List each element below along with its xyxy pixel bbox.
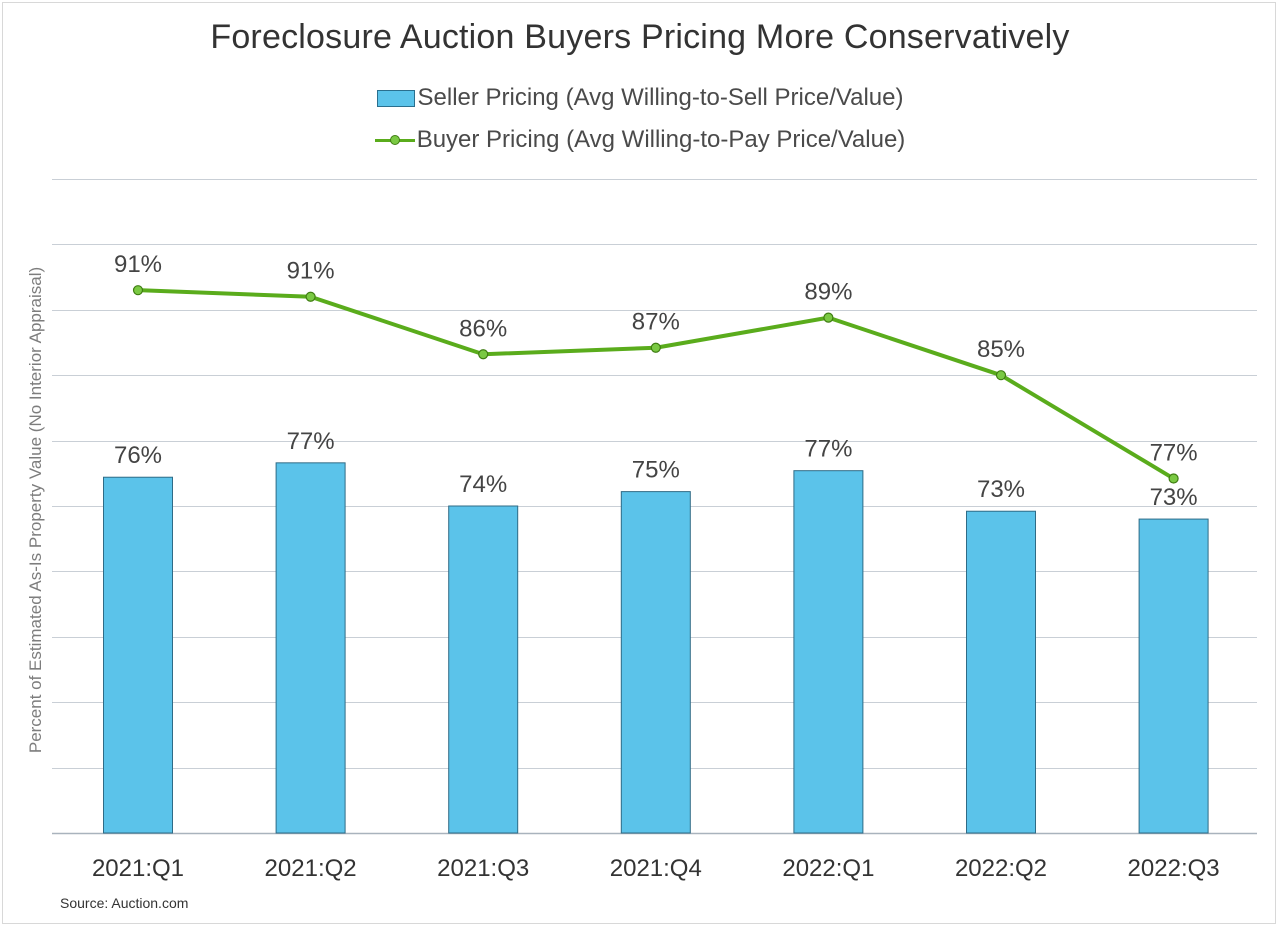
legend-label-buyer: Buyer Pricing (Avg Willing-to-Pay Price/… (416, 126, 906, 153)
x-tick-label: 2021:Q3 (437, 855, 529, 882)
x-tick-label: 2021:Q1 (92, 855, 184, 882)
data-label-buyer: 87% (632, 309, 680, 336)
x-tick-label: 2022:Q3 (1128, 855, 1220, 882)
chart-title: Foreclosure Auction Buyers Pricing More … (210, 18, 1070, 56)
bar-seller (275, 462, 346, 834)
source-note: Source: Auction.com (60, 895, 189, 911)
bar-seller (620, 491, 691, 834)
legend-label-seller: Seller Pricing (Avg Willing-to-Sell Pric… (417, 84, 904, 111)
data-label-buyer: 91% (114, 251, 162, 278)
point-buyer (132, 285, 144, 296)
data-label-seller: 73% (977, 476, 1025, 503)
point-buyer (650, 342, 661, 353)
point-buyer (995, 370, 1007, 381)
x-tick-label: 2022:Q1 (782, 855, 874, 882)
data-label-buyer: 85% (977, 336, 1025, 363)
x-tick-label: 2021:Q2 (265, 855, 357, 882)
bar-seller (1138, 518, 1209, 834)
legend-bar-swatch (376, 89, 415, 107)
data-label-buyer: 91% (287, 258, 335, 285)
data-label-buyer: 86% (459, 315, 507, 342)
bar-seller (966, 510, 1036, 834)
data-label-buyer: 89% (804, 279, 852, 306)
x-tick-label: 2021:Q4 (610, 855, 702, 882)
legend-item-buyer: Buyer Pricing (Avg Willing-to-Pay Price/… (0, 126, 1280, 154)
data-label-seller: 73% (1150, 484, 1198, 511)
legend-item-seller: Seller Pricing (Avg Willing-to-Sell Pric… (0, 84, 1280, 112)
data-label-seller: 77% (804, 436, 852, 463)
data-label-seller: 75% (632, 457, 680, 484)
point-buyer (305, 291, 316, 302)
bar-seller (103, 476, 173, 834)
x-tick-label: 2022:Q2 (955, 855, 1047, 882)
point-buyer (478, 349, 489, 360)
data-label-seller: 74% (459, 471, 507, 498)
bar-seller (793, 470, 864, 834)
legend-line-swatch (374, 132, 415, 149)
data-label-buyer: 77% (1150, 440, 1198, 467)
data-label-seller: 77% (287, 428, 335, 455)
point-buyer (1168, 473, 1179, 484)
bar-seller (448, 505, 519, 834)
point-buyer (823, 312, 834, 323)
data-label-seller: 76% (114, 442, 162, 469)
